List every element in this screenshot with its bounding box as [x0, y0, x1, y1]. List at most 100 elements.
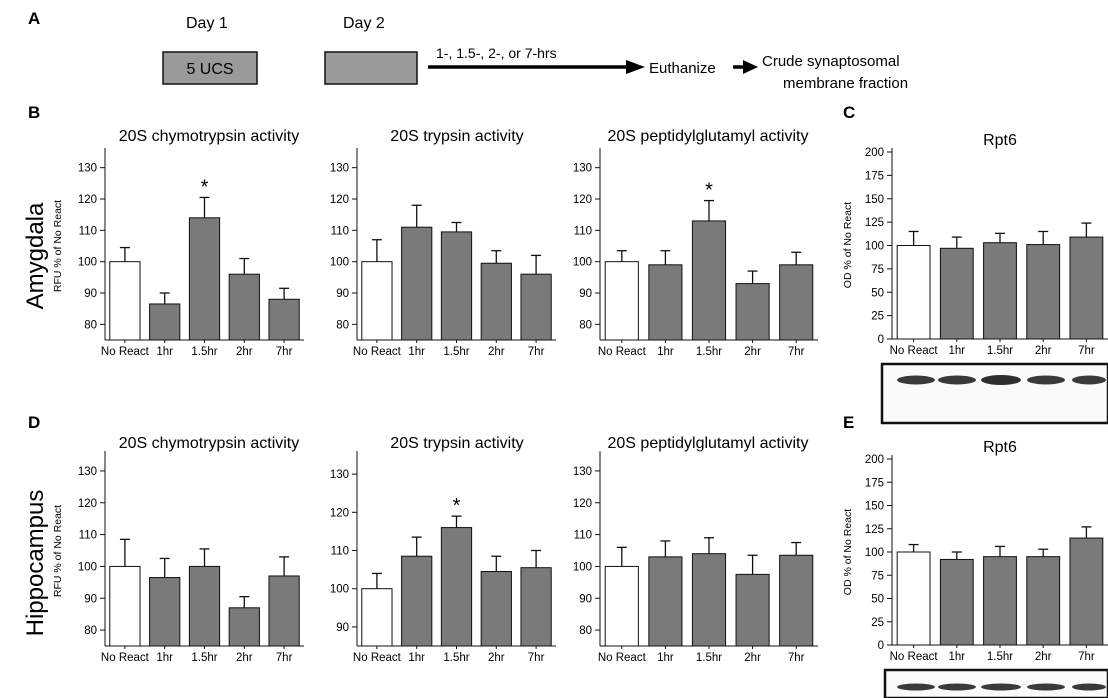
bar	[480, 262, 512, 341]
y-tick-label: 175	[865, 477, 884, 489]
bar	[228, 273, 260, 341]
bar	[268, 575, 300, 647]
y-tick-label: 100	[573, 257, 592, 269]
chart-title: Rpt6	[983, 132, 1017, 149]
x-tick-label: 1hr	[156, 652, 173, 664]
y-tick-label: 110	[79, 225, 97, 237]
x-tick-label: 1hr	[657, 652, 674, 664]
chart-title: 20S peptidylglutamyl activity	[608, 435, 809, 452]
chart-title: 20S trypsin activity	[390, 128, 523, 145]
y-tick-label: 120	[330, 194, 349, 206]
x-tick-label: 1.5hr	[191, 652, 217, 664]
chart-title: Rpt6	[983, 439, 1017, 456]
bar	[939, 558, 974, 646]
x-tick-label: 2hr	[744, 652, 761, 664]
y-tick-label: 100	[78, 257, 97, 269]
panel-letter-b: B	[28, 103, 40, 122]
x-tick-label: 1hr	[156, 346, 173, 358]
chart-3: 20S peptidylglutamyl activity 80 90 100 110 1…	[573, 128, 818, 358]
y-tick-label: 75	[871, 570, 884, 582]
x-tick-label: 2hr	[488, 346, 505, 358]
blot-band	[1027, 375, 1065, 385]
bar	[983, 242, 1017, 340]
x-tick-label: 1.5hr	[987, 651, 1013, 663]
bar	[149, 303, 181, 341]
bar	[361, 588, 393, 647]
chart-8: Rpt6 OD % of No React 0 25 50 75 100 125 150 175 2…	[842, 439, 1108, 663]
y-tick-label: 110	[331, 225, 349, 237]
y-tick-label: 120	[78, 498, 97, 510]
y-tick-label: 100	[865, 547, 884, 559]
bar	[361, 261, 393, 341]
y-tick-label: 100	[78, 561, 97, 573]
y-tick-label: 80	[579, 625, 592, 637]
bar	[401, 226, 433, 341]
euthanize-arrowhead	[743, 60, 758, 74]
x-tick-label: No React	[101, 652, 150, 664]
blot-frame-amygdala	[880, 362, 1108, 425]
y-tick-label: 75	[871, 264, 884, 276]
y-tick-label: 50	[871, 287, 884, 299]
day1-box	[162, 51, 258, 85]
bar	[735, 283, 770, 341]
bar	[109, 261, 141, 341]
bar	[188, 217, 221, 341]
y-tick-label: 110	[574, 530, 592, 542]
y-tick-label: 90	[579, 593, 592, 605]
y-tick-label: 90	[336, 622, 349, 634]
bar	[779, 264, 814, 341]
charts: 20S chymotrypsin activity RFU % of No Rea…	[52, 128, 1108, 664]
significance-star: *	[705, 180, 713, 202]
y-tick-label: 130	[78, 163, 97, 175]
x-tick-label: 1.5hr	[191, 346, 217, 358]
x-tick-label: 2hr	[1035, 345, 1052, 357]
significance-star: *	[201, 176, 209, 198]
y-tick-label: 110	[331, 546, 349, 558]
x-tick-label: 2hr	[1035, 651, 1052, 663]
x-tick-label: 7hr	[528, 346, 545, 358]
y-tick-label: 130	[78, 466, 97, 478]
blot-band	[897, 375, 935, 385]
y-axis-label: OD % of No React	[842, 509, 854, 595]
bar	[648, 264, 683, 341]
y-tick-label: 100	[865, 241, 884, 253]
day1-label: Day 1	[186, 15, 228, 32]
y-tick-label: 100	[330, 257, 349, 269]
y-tick-label: 80	[579, 319, 592, 331]
interval-label: 1-, 1.5-, 2-, or 7-hrs	[436, 45, 557, 61]
y-tick-label: 100	[573, 561, 592, 573]
x-tick-label: 1.5hr	[987, 345, 1013, 357]
bar	[188, 565, 221, 647]
panel-letter-d: D	[28, 413, 40, 432]
y-tick-label: 90	[336, 288, 349, 300]
y-tick-label: 130	[330, 163, 349, 175]
blot-band	[981, 683, 1021, 691]
x-tick-label: 1hr	[948, 651, 965, 663]
y-tick-label: 120	[573, 194, 592, 206]
chart-title: 20S chymotrypsin activity	[119, 435, 300, 452]
bar	[401, 555, 433, 647]
blot-band	[981, 375, 1021, 385]
blot-band	[897, 683, 935, 691]
bar	[440, 231, 473, 341]
euthanize-label: Euthanize	[649, 60, 716, 77]
bar	[604, 261, 639, 341]
x-tick-label: No React	[890, 345, 939, 357]
x-tick-label: No React	[598, 346, 647, 358]
bar	[1069, 537, 1104, 646]
chart-5: 20S chymotrypsin activity RFU % of No Rea…	[52, 435, 304, 664]
y-tick-label: 200	[865, 454, 884, 466]
bar	[939, 247, 974, 340]
region-label-amygdala: Amygdala	[22, 202, 49, 309]
x-tick-label: 7hr	[788, 652, 805, 664]
y-tick-label: 25	[871, 617, 884, 629]
chart-7: 20S peptidylglutamyl activity 80 90 100 110 1…	[573, 435, 818, 664]
x-tick-label: No React	[598, 652, 647, 664]
bar	[896, 551, 931, 646]
y-tick-label: 25	[871, 311, 884, 323]
x-tick-label: 7hr	[528, 652, 545, 664]
x-tick-label: No React	[353, 652, 402, 664]
day2-label: Day 2	[343, 15, 385, 32]
x-tick-label: 1.5hr	[443, 346, 469, 358]
